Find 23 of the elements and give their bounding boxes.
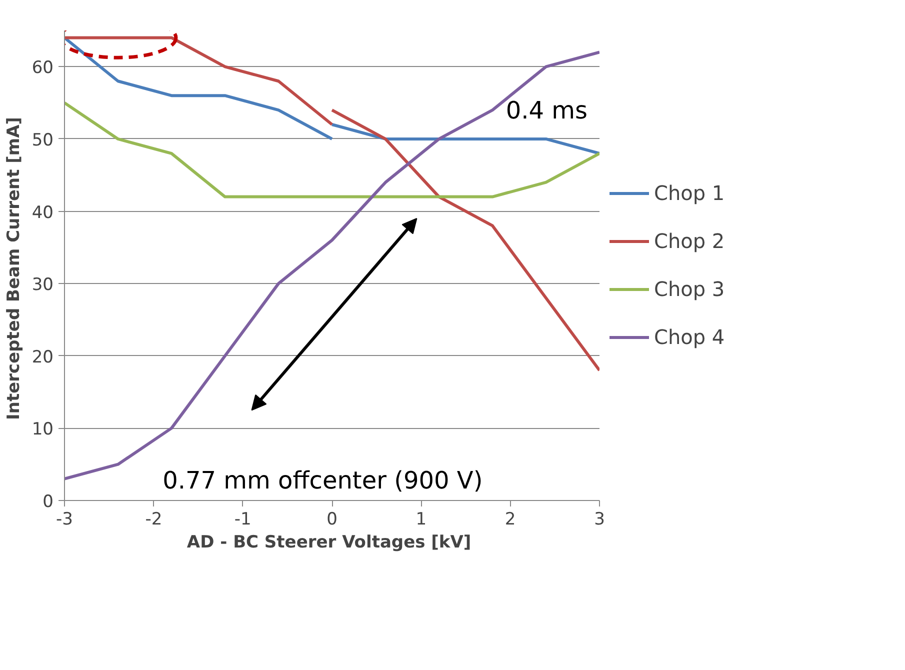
x-tick-label: 2 — [504, 510, 516, 530]
x-tick-label: -2 — [145, 510, 162, 530]
y-axis-title: Intercepted Beam Current [mA] — [4, 116, 24, 420]
x-tick-label: -1 — [234, 510, 252, 530]
legend-label: Chop 2 — [654, 229, 725, 253]
x-axis-title: AD - BC Steerer Voltages [kV] — [186, 532, 472, 552]
y-tick-label: 20 — [32, 347, 54, 368]
line-series — [64, 101, 600, 198]
annotation: 0.4 ms — [506, 96, 588, 124]
y-tick-label: 10 — [32, 420, 54, 440]
y-tick-label: 0 — [42, 492, 54, 512]
legend-label: Chop 3 — [654, 277, 725, 301]
x-tick-label: 1 — [416, 510, 427, 530]
y-tick-label: 40 — [32, 202, 54, 223]
y-tick-label: 30 — [32, 275, 54, 296]
x-tick-label: 0 — [326, 510, 338, 530]
legend-label: Chop 4 — [654, 325, 725, 349]
y-tick-label: 60 — [32, 58, 54, 78]
annotation: 0.77 mm offcenter (900 V) — [162, 466, 483, 495]
legend-label: Chop 1 — [654, 181, 725, 205]
x-tick-label: 3 — [594, 510, 605, 530]
x-tick-label: -3 — [56, 510, 73, 530]
y-tick-label: 50 — [32, 130, 54, 150]
